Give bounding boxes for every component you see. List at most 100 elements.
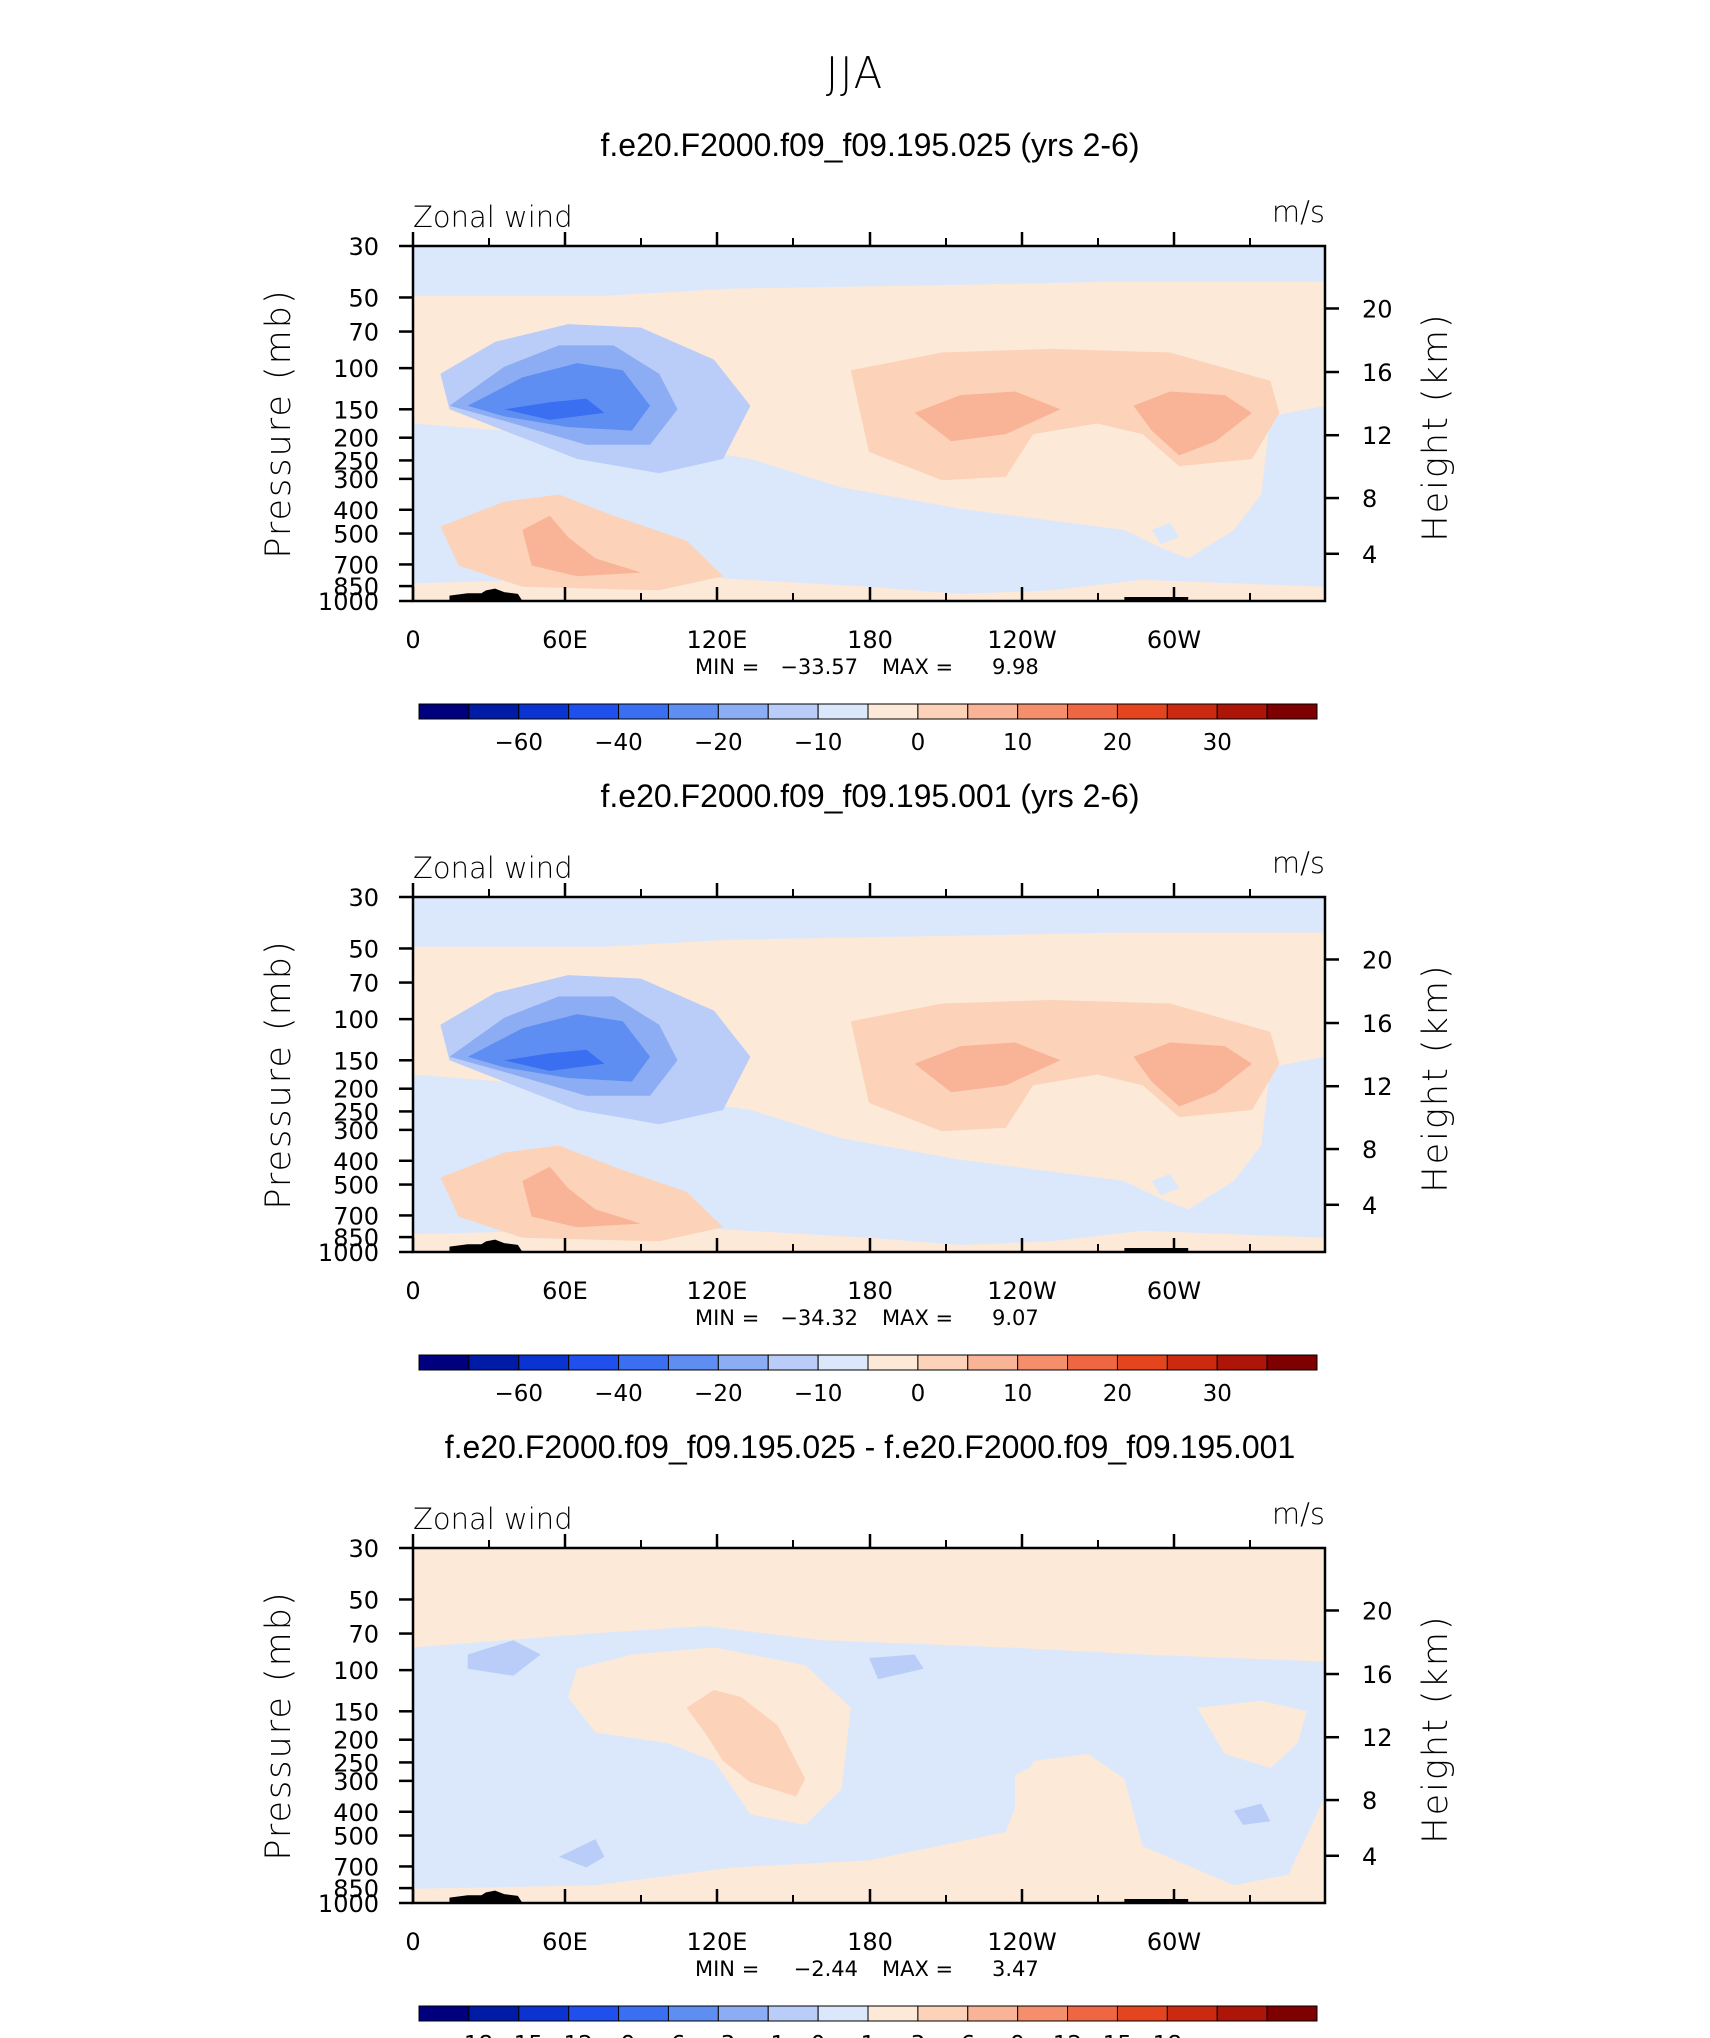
y2-axis-label: Height (km) xyxy=(1416,312,1456,541)
colorbar-swatch xyxy=(1266,703,1318,720)
contour-region xyxy=(1197,1700,1307,1769)
contour-layer xyxy=(413,897,1325,1252)
panel-1: f.e20.F2000.f09_f09.195.025 (yrs 2-6) Zon… xyxy=(259,127,1456,756)
y-tick-label: 200 xyxy=(333,425,379,453)
colorbar-swatch xyxy=(867,1354,919,1371)
max-label: MAX = xyxy=(882,1957,953,1981)
colorbar-swatch xyxy=(1216,1354,1268,1371)
x-tick-label: 120E xyxy=(687,1277,748,1305)
y-tick-label: 500 xyxy=(333,1823,379,1851)
y-tick-label: 1000 xyxy=(318,588,379,616)
min-value: −2.44 xyxy=(794,1957,858,1981)
panel-title: f.e20.F2000.f09_f09.195.025 - f.e20.F200… xyxy=(445,1429,1295,1465)
y2-tick-label: 8 xyxy=(1362,485,1377,513)
min-value: −33.57 xyxy=(780,655,858,679)
units-label: m/s xyxy=(1272,846,1325,880)
colorbar-swatch xyxy=(1067,1354,1118,1371)
y-tick-label: 850 xyxy=(333,573,379,601)
y-tick-label: 250 xyxy=(333,447,379,475)
y-tick-label: 50 xyxy=(348,1586,379,1614)
panel-3: f.e20.F2000.f09_f09.195.025 - f.e20.F200… xyxy=(259,1429,1456,2038)
max-value: 3.47 xyxy=(992,1957,1039,1981)
units-label: m/s xyxy=(1272,1497,1325,1531)
x-tick-label: 120E xyxy=(687,1928,748,1956)
y2-tick-label: 4 xyxy=(1362,1192,1377,1220)
colorbar-label: −6 xyxy=(651,2032,685,2038)
x-tick-label: 0 xyxy=(405,626,420,654)
colorbar-label: −10 xyxy=(794,1381,843,1407)
min-label: MIN = xyxy=(695,1957,759,1981)
field-label: Zonal wind xyxy=(413,851,573,885)
colorbar-label: 9 xyxy=(1010,2032,1025,2038)
colorbar-swatch xyxy=(418,1354,470,1371)
colorbar: −18−15−12 −9 −6 −3 −1 0 1 3 6 9 12 15 18 xyxy=(418,2005,1318,2038)
colorbar-label: −40 xyxy=(594,1381,643,1407)
colorbar-swatch xyxy=(1116,2005,1168,2022)
colorbar-swatch xyxy=(518,703,570,720)
y-tick-label: 850 xyxy=(333,1224,379,1252)
y-axis-label: Pressure (mb) xyxy=(259,1590,299,1860)
y2-tick-label: 12 xyxy=(1362,1724,1393,1752)
contour-region xyxy=(914,1042,1061,1093)
colorbar-swatch xyxy=(1067,703,1118,720)
colorbar-swatch xyxy=(817,2005,869,2022)
colorbar-swatch xyxy=(667,703,719,720)
y2-tick-label: 4 xyxy=(1362,541,1377,569)
min-label: MIN = xyxy=(695,1306,759,1330)
y2-axis-label: Height (km) xyxy=(1416,1614,1456,1843)
colorbar-swatch xyxy=(1017,2005,1069,2022)
x-tick-label: 60E xyxy=(542,1277,588,1305)
colorbar-swatch xyxy=(667,2005,719,2022)
x-tick-label: 60W xyxy=(1147,626,1201,654)
colorbar-label: 12 xyxy=(1053,2032,1082,2038)
colorbar-swatch xyxy=(618,1354,669,1371)
x-tick-label: 120W xyxy=(987,1928,1057,1956)
contour-region xyxy=(1151,522,1180,545)
x-tick-label: 120W xyxy=(987,1277,1057,1305)
colorbar-swatch xyxy=(468,2005,520,2022)
x-tick-label: 0 xyxy=(405,1277,420,1305)
y2-tick-label: 12 xyxy=(1362,1073,1393,1101)
colorbar-swatch xyxy=(817,1354,869,1371)
colorbar-swatch xyxy=(1266,1354,1318,1371)
y-tick-label: 400 xyxy=(333,497,379,525)
x-tick-label: 180 xyxy=(847,1928,893,1956)
colorbar-swatch xyxy=(568,2005,620,2022)
contour-region xyxy=(686,1690,806,1797)
y2-tick-label: 12 xyxy=(1362,422,1393,450)
colorbar-swatch xyxy=(618,703,669,720)
y-tick-label: 200 xyxy=(333,1076,379,1104)
max-value: 9.07 xyxy=(992,1306,1039,1330)
colorbar-swatch xyxy=(917,1354,969,1371)
colorbar-label: 15 xyxy=(1103,2032,1132,2038)
colorbar-label: −15 xyxy=(495,2032,544,2038)
contour-region xyxy=(1133,391,1252,456)
units-label: m/s xyxy=(1272,195,1325,229)
colorbar-label: −1 xyxy=(751,2032,785,2038)
colorbar: −60 −40 −20 −10 0 10 20 30 xyxy=(418,1354,1318,1407)
y-tick-label: 700 xyxy=(333,551,379,579)
y-tick-label: 30 xyxy=(348,884,379,912)
y-tick-label: 1000 xyxy=(318,1890,379,1918)
contour-region xyxy=(440,494,724,591)
colorbar-swatch xyxy=(418,2005,470,2022)
topography xyxy=(449,1239,523,1252)
contour-region xyxy=(522,515,641,577)
topography xyxy=(449,1890,523,1903)
colorbar-swatch xyxy=(967,1354,1019,1371)
contour-region xyxy=(869,1654,924,1680)
y-tick-label: 50 xyxy=(348,284,379,312)
colorbar: −60 −40 −20 −10 0 10 20 30 xyxy=(418,703,1318,756)
colorbar-label: 3 xyxy=(911,2032,926,2038)
y-tick-label: 150 xyxy=(333,1698,379,1726)
y2-axis-label: Height (km) xyxy=(1416,963,1456,1192)
colorbar-label: 20 xyxy=(1103,1381,1132,1407)
topography xyxy=(449,588,523,601)
colorbar-swatch xyxy=(967,703,1019,720)
y2-tick-label: 16 xyxy=(1362,1010,1393,1038)
panel-title: f.e20.F2000.f09_f09.195.025 (yrs 2-6) xyxy=(600,127,1139,163)
colorbar-swatch xyxy=(717,1354,769,1371)
colorbar-swatch xyxy=(767,703,819,720)
colorbar-label: 30 xyxy=(1203,730,1232,756)
